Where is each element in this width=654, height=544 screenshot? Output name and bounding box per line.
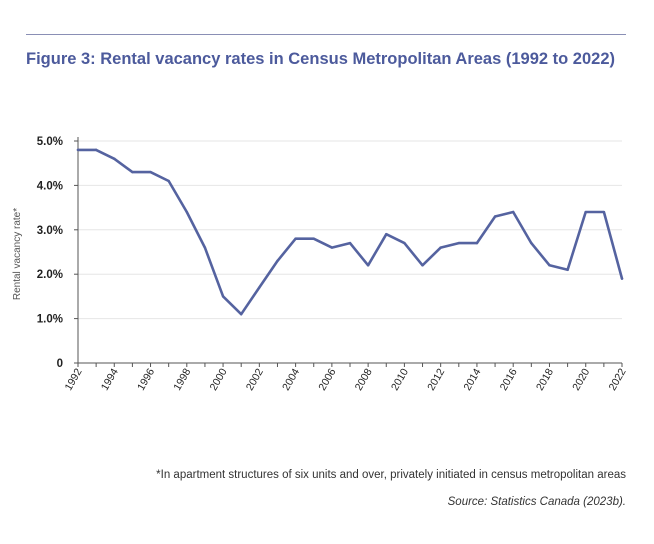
axis-layer (74, 137, 623, 367)
x-tick-label: 2016 (498, 366, 520, 392)
series-line (76, 148, 624, 316)
x-tick-label: 1994 (99, 366, 121, 392)
title-rule (26, 34, 626, 35)
data-point (240, 312, 243, 316)
x-tick-label: 1992 (63, 366, 85, 392)
data-point (76, 148, 80, 152)
data-point (258, 286, 261, 289)
data-point (584, 210, 587, 214)
series-layer (76, 148, 624, 316)
data-point (348, 241, 352, 245)
grid-layer (78, 140, 622, 320)
x-tick-label: 2000 (208, 366, 230, 392)
x-tick-label: 2010 (389, 366, 411, 392)
data-point (512, 210, 515, 214)
x-tick-label: 2022 (607, 366, 629, 392)
y-tick-labels: 0 1.0% 2.0% 3.0% 4.0% 5.0% (37, 136, 63, 370)
y-tick-label: 2.0% (37, 269, 63, 281)
y-tick-label: 1.0% (37, 314, 63, 326)
y-tick-label: 4.0% (37, 180, 63, 192)
data-point (131, 170, 134, 174)
data-point (493, 215, 497, 218)
data-point (421, 264, 424, 267)
data-point (403, 241, 406, 245)
data-point (221, 295, 225, 298)
data-point (94, 148, 98, 152)
data-point (312, 237, 315, 240)
data-point (113, 157, 116, 160)
source-note: Source: Statistics Canada (2023b). (447, 496, 626, 508)
data-point (548, 264, 551, 267)
x-tick-label: 1996 (135, 366, 157, 392)
data-point (530, 241, 533, 245)
footnote: *In apartment structures of six units an… (156, 469, 626, 481)
data-point (566, 268, 569, 271)
data-point (167, 179, 170, 183)
x-tick-label: 2014 (461, 366, 483, 392)
figure-title: Figure 3: Rental vacancy rates in Census… (26, 50, 616, 68)
x-tick-label: 2018 (534, 366, 556, 392)
data-point (457, 241, 460, 245)
data-point (149, 170, 152, 174)
y-axis-label: Rental vacancy rate* (12, 208, 23, 300)
data-point (276, 259, 279, 263)
data-point (185, 210, 188, 214)
data-point (385, 233, 388, 236)
x-tick-label: 1998 (171, 366, 193, 392)
x-tick-label: 2002 (244, 366, 266, 392)
data-point (330, 246, 334, 249)
data-point (366, 264, 370, 267)
data-point (602, 210, 606, 214)
data-point (203, 246, 207, 249)
x-tick-label: 2020 (570, 366, 592, 392)
y-tick-label: 0 (57, 358, 63, 370)
y-tick-label: 5.0% (37, 136, 63, 148)
y-tick-label: 3.0% (37, 225, 63, 237)
line-chart: 0 1.0% 2.0% 3.0% 4.0% 5.0% 1992 1994 1996 1998 20… (12, 136, 629, 393)
x-tick-label: 2008 (353, 366, 375, 392)
x-tick-label: 2006 (316, 366, 338, 392)
data-point (439, 246, 442, 249)
data-point (620, 277, 624, 280)
x-tick-label: 2012 (425, 366, 447, 392)
x-tick-labels: 1992 1994 1996 1998 2000 2002 2004 2006 2008 2010… (63, 366, 629, 392)
data-point (294, 237, 297, 240)
x-tick-label: 2004 (280, 366, 302, 392)
data-point (475, 241, 479, 245)
